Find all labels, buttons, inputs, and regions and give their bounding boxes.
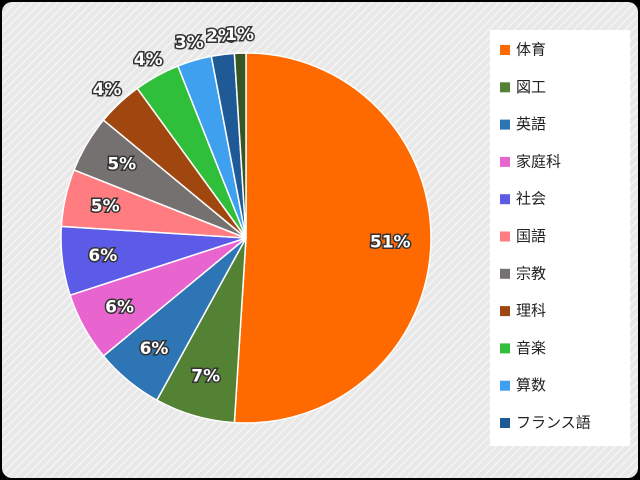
- data-label: 5%: [91, 197, 120, 217]
- data-label: 6%: [105, 298, 134, 318]
- legend-swatch: [500, 306, 510, 317]
- legend-label: 家庭科: [516, 152, 561, 170]
- legend-swatch: [500, 156, 510, 167]
- legend-swatch: [500, 268, 510, 279]
- legend-swatch: [500, 231, 510, 242]
- legend-swatch: [500, 82, 510, 93]
- legend-label: 宗教: [516, 264, 546, 282]
- pie: 51% 7% 6% 6% 6% 5% 5% 4% 4% 3% 2%1%: [60, 24, 432, 424]
- legend-swatch: [500, 119, 510, 130]
- legend-label: 体育: [516, 41, 546, 59]
- legend-swatch: [500, 194, 510, 205]
- legend-label: 社会: [516, 190, 546, 208]
- data-label: 1%: [225, 25, 254, 45]
- data-label: 6%: [140, 339, 169, 359]
- data-label: 7%: [191, 367, 220, 387]
- legend-label: 英語: [516, 115, 546, 133]
- data-label: 6%: [88, 246, 117, 266]
- legend-label: 国語: [516, 227, 546, 245]
- legend-box: [490, 30, 630, 446]
- legend-swatch: [500, 380, 510, 391]
- legend-label: 図工: [516, 78, 546, 96]
- data-label: 4%: [93, 80, 122, 100]
- pie-slice: [233, 52, 432, 424]
- data-label: 51%: [370, 233, 411, 253]
- legend-label: 理科: [516, 302, 546, 320]
- data-label: 4%: [134, 50, 163, 70]
- legend-swatch: [500, 343, 510, 354]
- legend-label: フランス語: [516, 414, 591, 432]
- legend-label: 算数: [516, 376, 546, 394]
- pie-slice: [233, 52, 247, 239]
- legend-swatch: [500, 418, 510, 428]
- legend-swatch: [500, 45, 510, 55]
- data-label: 5%: [107, 155, 136, 175]
- data-label: 3%: [175, 33, 204, 53]
- legend-label: 音楽: [516, 339, 546, 357]
- data-label: 2%: [206, 27, 235, 47]
